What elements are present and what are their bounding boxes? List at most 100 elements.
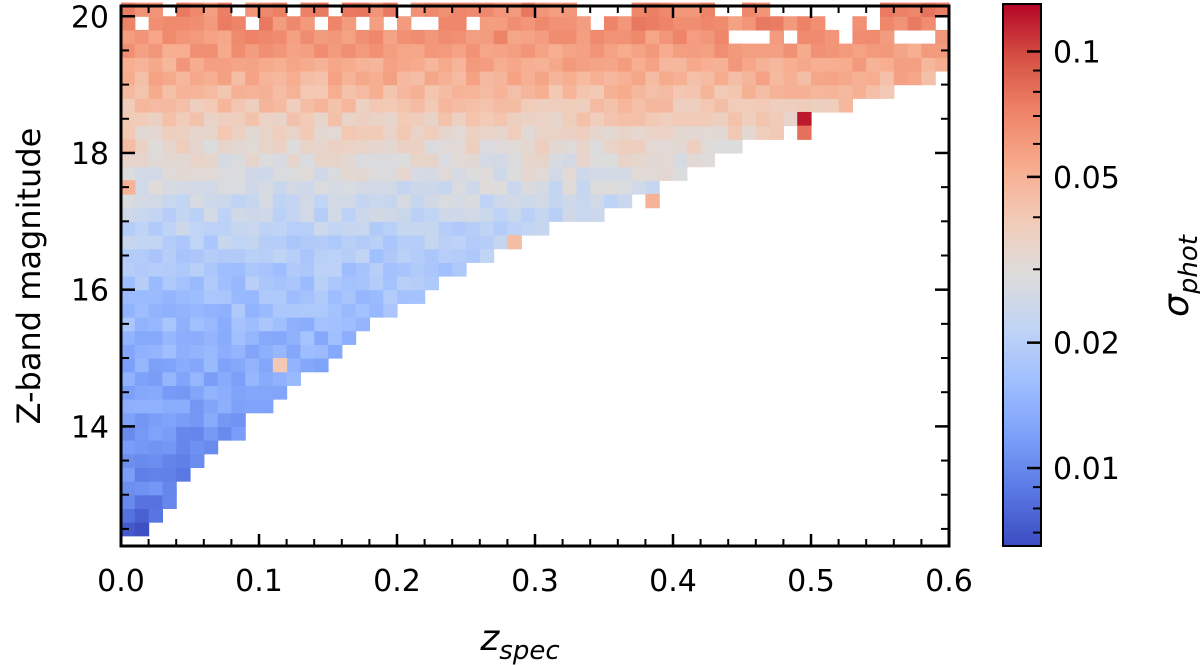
heatmap-cell xyxy=(493,84,508,99)
heatmap-cell xyxy=(259,248,274,263)
heatmap-cell xyxy=(314,43,329,58)
heatmap-cell xyxy=(314,57,329,72)
heatmap-cell xyxy=(148,207,163,222)
heatmap-cell xyxy=(245,303,260,318)
heatmap-cell xyxy=(562,43,577,58)
heatmap-cell xyxy=(314,125,329,140)
heatmap-cell xyxy=(148,399,163,414)
heatmap-cell xyxy=(452,84,467,99)
heatmap-cell xyxy=(645,84,660,99)
heatmap-cell xyxy=(479,221,495,236)
heatmap-cell xyxy=(190,193,205,209)
heatmap-cell xyxy=(328,152,343,168)
heatmap-cell xyxy=(328,303,343,318)
heatmap-cell xyxy=(631,139,646,154)
heatmap-cell xyxy=(397,139,412,154)
heatmap-cell xyxy=(880,43,895,58)
heatmap-cell xyxy=(893,16,909,31)
heatmap-cell xyxy=(314,358,329,373)
heatmap-cell xyxy=(369,84,384,99)
heatmap-cell xyxy=(134,139,150,154)
heatmap-cell xyxy=(148,180,163,195)
heatmap-cell xyxy=(424,98,439,113)
heatmap-cell xyxy=(548,43,564,58)
heatmap-cell xyxy=(355,289,370,304)
heatmap-cell xyxy=(148,234,163,250)
heatmap-cell xyxy=(631,152,646,168)
heatmap-cell xyxy=(134,57,150,72)
heatmap-cell xyxy=(314,98,329,113)
heatmap-cell xyxy=(562,98,577,113)
heatmap-cell xyxy=(203,180,219,195)
heatmap-cell xyxy=(811,84,826,99)
heatmap-cell xyxy=(121,98,136,113)
heatmap-cell xyxy=(314,70,329,86)
heatmap-cell xyxy=(479,248,495,263)
heatmap-cell xyxy=(548,193,564,209)
heatmap-cell xyxy=(272,29,288,45)
heatmap-cell xyxy=(162,248,177,263)
heatmap-cell xyxy=(397,98,412,113)
heatmap-cell xyxy=(190,248,205,263)
heatmap-cell xyxy=(438,125,453,140)
heatmap-cell xyxy=(259,399,274,414)
heatmap-cell xyxy=(493,16,508,31)
heatmap-cell xyxy=(162,344,177,359)
heatmap-cell xyxy=(659,111,674,127)
heatmap-cell xyxy=(176,358,191,373)
heatmap-cell xyxy=(700,84,715,99)
heatmap-cell xyxy=(576,57,591,72)
heatmap-cell xyxy=(410,57,426,72)
heatmap-cell xyxy=(562,207,577,222)
x-tick-label: 0.6 xyxy=(925,564,973,599)
heatmap-cell xyxy=(245,125,260,140)
heatmap-cell xyxy=(286,248,301,263)
heatmap-cell xyxy=(769,16,784,31)
heatmap-cell xyxy=(493,166,508,181)
heatmap-cell xyxy=(507,166,522,181)
heatmap-cell xyxy=(604,16,619,31)
heatmap-cell xyxy=(410,139,426,154)
heatmap-cell xyxy=(259,262,274,277)
heatmap-cell xyxy=(134,303,150,318)
heatmap-cell xyxy=(507,84,522,99)
heatmap-cell xyxy=(852,16,867,31)
heatmap-cell xyxy=(369,276,384,291)
heatmap-cell xyxy=(548,111,564,127)
heatmap-cell xyxy=(217,84,232,99)
heatmap-cell xyxy=(535,98,550,113)
heatmap-cell xyxy=(548,207,564,222)
heatmap-cell xyxy=(190,276,205,291)
heatmap-cell xyxy=(190,399,205,414)
heatmap-cell xyxy=(190,344,205,359)
heatmap-cell xyxy=(521,139,536,154)
heatmap-cell xyxy=(617,29,633,45)
heatmap-cells xyxy=(121,2,950,537)
heatmap-cell xyxy=(217,98,232,113)
heatmap-cell xyxy=(148,43,163,58)
heatmap-cell xyxy=(452,207,467,222)
heatmap-cell xyxy=(162,111,177,127)
heatmap-cell xyxy=(176,344,191,359)
heatmap-cell xyxy=(590,193,605,209)
heatmap-cell xyxy=(659,43,674,58)
heatmap-cell xyxy=(272,385,288,400)
heatmap-cell xyxy=(162,481,177,496)
heatmap-cell xyxy=(521,43,536,58)
heatmap-cell xyxy=(714,29,729,45)
heatmap-cell xyxy=(203,426,219,441)
heatmap-cell xyxy=(314,234,329,250)
heatmap-cell xyxy=(742,70,757,86)
heatmap-cell xyxy=(328,262,343,277)
heatmap-cell xyxy=(700,98,715,113)
heatmap-cell xyxy=(866,84,881,99)
heatmap-cell xyxy=(259,358,274,373)
heatmap-cell xyxy=(383,262,398,277)
heatmap-cell xyxy=(424,207,439,222)
heatmap-cell xyxy=(562,111,577,127)
heatmap-cell xyxy=(272,193,288,209)
heatmap-cell xyxy=(341,317,357,332)
heatmap-cell xyxy=(134,262,150,277)
heatmap-cell xyxy=(121,234,136,250)
